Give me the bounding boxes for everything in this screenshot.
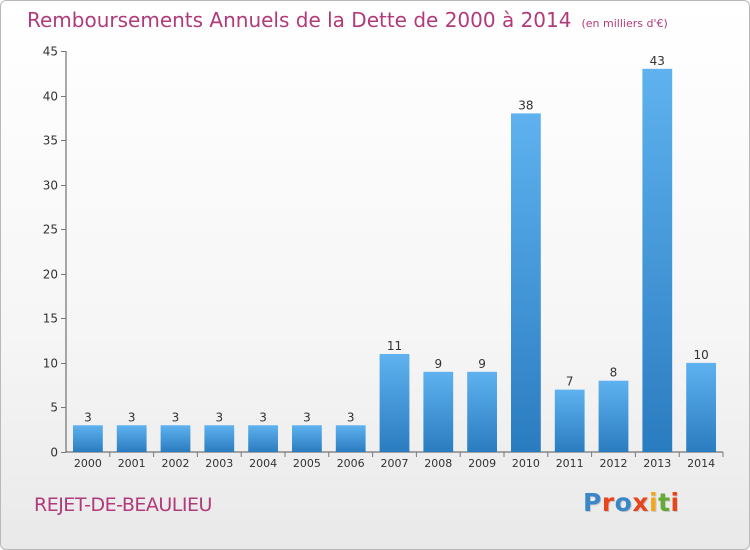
logo-letter: r [601, 488, 615, 517]
bar-value-label: 9 [478, 357, 486, 371]
bar [554, 389, 585, 452]
bar [292, 425, 322, 452]
commune-name: REJET-DE-BEAULIEU [34, 494, 212, 516]
logo-letter: x [632, 488, 649, 517]
x-tick-label: 2002 [162, 457, 190, 470]
x-tick-label: 2012 [600, 457, 628, 470]
y-tick-label: 5 [50, 401, 58, 415]
bar-value-label: 8 [610, 366, 618, 380]
bar [248, 425, 278, 452]
y-tick-label: 40 [43, 90, 58, 104]
x-tick-label: 2006 [337, 457, 365, 470]
y-tick-label: 0 [50, 446, 58, 460]
x-tick-label: 2014 [687, 457, 715, 470]
logo-letter: t [658, 488, 671, 517]
x-tick-label: 2011 [556, 457, 584, 470]
x-tick-label: 2013 [643, 457, 671, 470]
bar-value-label: 9 [434, 357, 442, 371]
bar-value-label: 11 [387, 339, 402, 353]
bar-value-label: 3 [128, 410, 136, 424]
y-tick-label: 45 [43, 45, 58, 59]
bar-value-label: 3 [215, 410, 223, 424]
bar-value-label: 10 [693, 348, 708, 362]
x-tick-label: 2010 [512, 457, 540, 470]
bar [598, 380, 629, 452]
proxiti-logo: Proxiti [583, 488, 680, 517]
x-tick-label: 2001 [118, 457, 146, 470]
bar-value-label: 38 [518, 98, 533, 112]
x-tick-label: 2000 [74, 457, 102, 470]
x-tick-label: 2008 [424, 457, 452, 470]
bar-value-label: 3 [172, 410, 180, 424]
chart-subtitle: (en milliers d'€) [581, 17, 668, 30]
logo-letter: i [670, 488, 680, 517]
bar [642, 68, 673, 453]
chart-title: Remboursements Annuels de la Dette de 20… [27, 8, 668, 32]
y-tick-label: 25 [43, 223, 58, 237]
x-tick-label: 2004 [249, 457, 277, 470]
bar-value-label: 3 [259, 410, 267, 424]
logo-letter: P [583, 488, 602, 517]
y-tick-label: 30 [43, 179, 58, 193]
y-tick-label: 35 [43, 134, 58, 148]
chart-axes: 0 5 10 15 20 25 30 35 40 45 2000 2001 2002 2003 2004 20… [43, 45, 724, 470]
logo-letter: i [649, 488, 659, 517]
y-tick-label: 15 [43, 312, 58, 326]
bar-value-label: 3 [84, 410, 92, 424]
chart-title-text: Remboursements Annuels de la Dette de 20… [27, 8, 572, 32]
bar [73, 425, 103, 452]
chart-bars: 3 3 3 3 3 3 3 11 9 9 38 7 8 43 10 [73, 54, 716, 453]
logo-letter: o [614, 488, 633, 517]
bar [467, 371, 497, 452]
bar-value-label: 43 [650, 54, 665, 68]
y-tick-label: 10 [43, 357, 58, 371]
bar [511, 113, 541, 452]
x-tick-label: 2005 [293, 457, 321, 470]
x-tick-label: 2007 [381, 457, 409, 470]
bar-value-label: 7 [566, 375, 574, 389]
y-tick-label: 20 [43, 268, 58, 282]
x-tick-label: 2003 [205, 457, 233, 470]
x-tick-label: 2009 [468, 457, 496, 470]
bar [686, 362, 716, 452]
bar [423, 371, 454, 452]
bar-value-label: 3 [347, 410, 355, 424]
bar [379, 353, 410, 452]
bar [204, 425, 235, 452]
bar [160, 425, 191, 452]
bar [335, 425, 366, 452]
bar [116, 425, 147, 452]
bar-value-label: 3 [303, 410, 311, 424]
